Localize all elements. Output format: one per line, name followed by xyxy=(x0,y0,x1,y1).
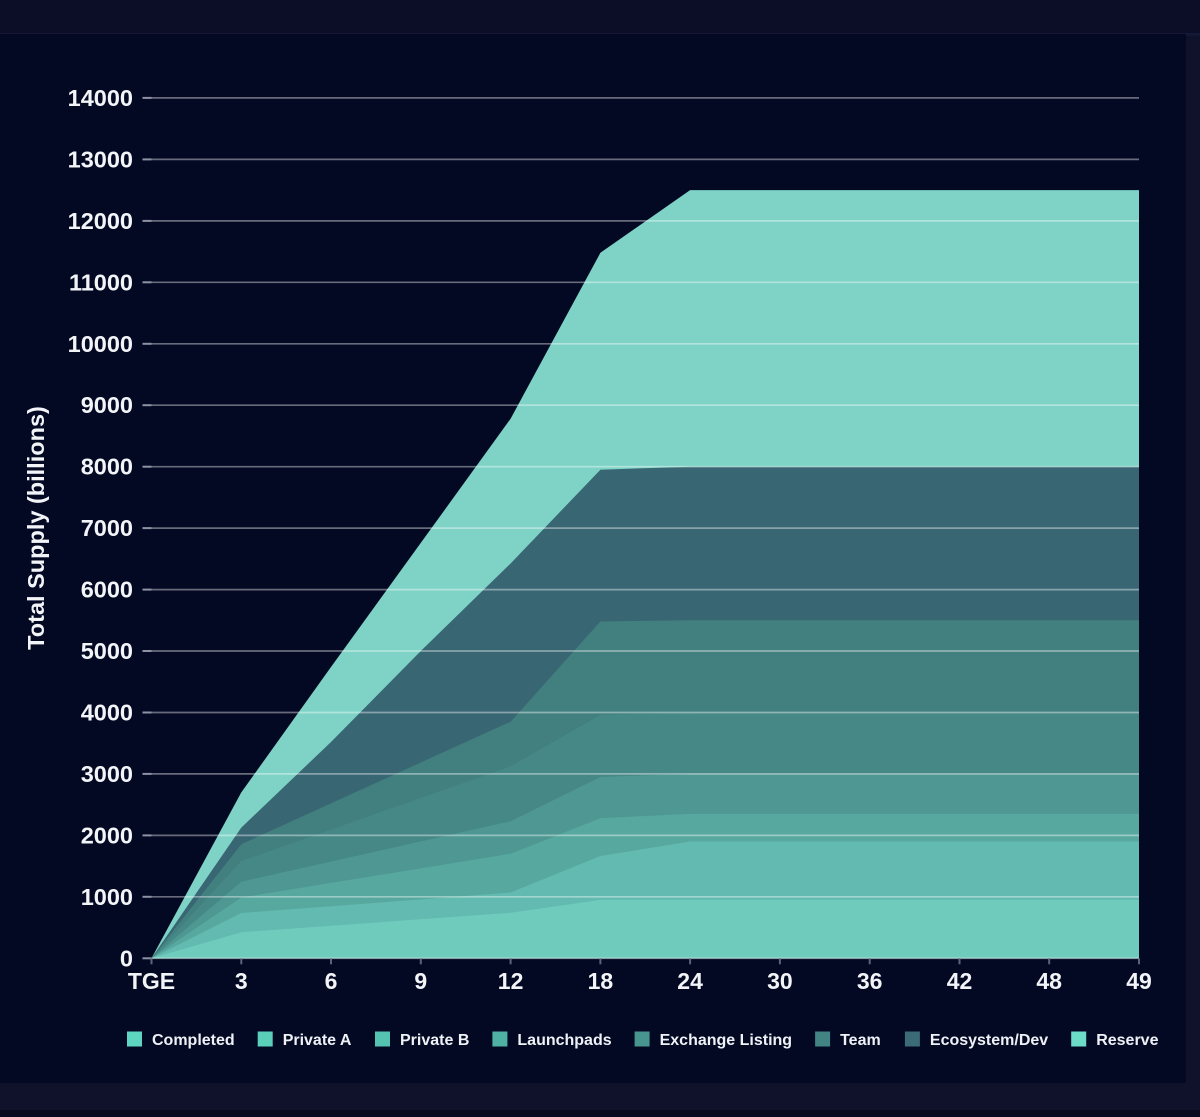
svg-text:3: 3 xyxy=(235,968,248,994)
svg-text:9: 9 xyxy=(414,968,427,994)
svg-text:24: 24 xyxy=(677,968,703,994)
svg-text:Reserve: Reserve xyxy=(1096,1032,1158,1049)
svg-text:9000: 9000 xyxy=(81,392,133,418)
svg-text:3000: 3000 xyxy=(81,761,133,787)
svg-text:4000: 4000 xyxy=(81,700,133,726)
svg-text:0: 0 xyxy=(120,945,133,971)
svg-text:12000: 12000 xyxy=(68,208,133,234)
svg-text:Total Supply (billions): Total Supply (billions) xyxy=(23,406,49,650)
svg-text:Team: Team xyxy=(840,1032,881,1049)
svg-text:14000: 14000 xyxy=(68,85,133,111)
svg-text:10000: 10000 xyxy=(68,331,133,357)
svg-text:12: 12 xyxy=(498,968,524,994)
svg-text:6: 6 xyxy=(325,968,338,994)
svg-text:Exchange Listing: Exchange Listing xyxy=(660,1032,792,1049)
svg-text:TGE: TGE xyxy=(128,968,175,994)
svg-text:5000: 5000 xyxy=(81,638,133,664)
svg-text:Completed: Completed xyxy=(152,1032,235,1049)
svg-text:6000: 6000 xyxy=(81,577,133,603)
svg-text:1000: 1000 xyxy=(81,884,133,910)
svg-text:13000: 13000 xyxy=(68,146,133,172)
svg-text:7000: 7000 xyxy=(81,515,133,541)
svg-text:Private B: Private B xyxy=(400,1032,469,1049)
svg-text:36: 36 xyxy=(857,968,883,994)
svg-text:42: 42 xyxy=(947,968,973,994)
svg-text:30: 30 xyxy=(767,968,793,994)
svg-text:Private A: Private A xyxy=(283,1032,352,1049)
svg-text:Ecosystem/Dev: Ecosystem/Dev xyxy=(930,1032,1048,1049)
svg-text:18: 18 xyxy=(588,968,614,994)
svg-text:49: 49 xyxy=(1126,968,1152,994)
svg-text:11000: 11000 xyxy=(69,269,133,295)
svg-text:Launchpads: Launchpads xyxy=(517,1032,611,1049)
svg-text:8000: 8000 xyxy=(81,454,133,480)
svg-text:48: 48 xyxy=(1036,968,1062,994)
svg-text:2000: 2000 xyxy=(81,822,133,848)
